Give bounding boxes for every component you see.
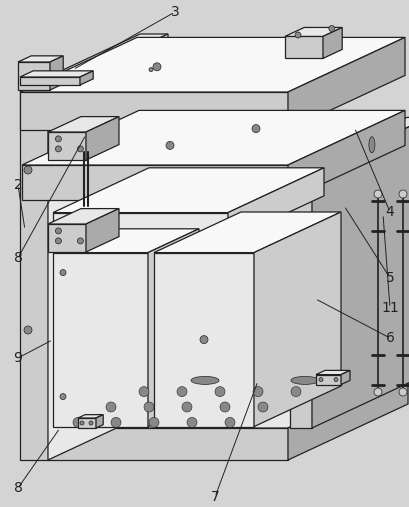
- Circle shape: [399, 190, 407, 198]
- Polygon shape: [18, 56, 63, 62]
- Polygon shape: [53, 252, 148, 426]
- Circle shape: [139, 387, 149, 396]
- Text: 2: 2: [13, 178, 22, 192]
- Circle shape: [399, 388, 407, 396]
- Polygon shape: [148, 229, 199, 426]
- Polygon shape: [20, 38, 405, 92]
- Circle shape: [60, 270, 66, 276]
- Polygon shape: [48, 372, 408, 428]
- Circle shape: [200, 336, 208, 344]
- Circle shape: [258, 402, 268, 412]
- Polygon shape: [20, 92, 288, 130]
- Polygon shape: [48, 117, 119, 132]
- Circle shape: [73, 417, 83, 427]
- Text: 4: 4: [386, 205, 394, 219]
- Polygon shape: [48, 224, 86, 252]
- Circle shape: [55, 228, 61, 234]
- Circle shape: [55, 238, 61, 244]
- Polygon shape: [290, 118, 409, 172]
- Circle shape: [374, 190, 382, 198]
- Circle shape: [77, 146, 83, 152]
- Circle shape: [288, 49, 296, 57]
- Circle shape: [55, 136, 61, 142]
- Polygon shape: [20, 71, 93, 77]
- Polygon shape: [53, 229, 199, 252]
- Ellipse shape: [369, 137, 375, 153]
- Polygon shape: [254, 212, 341, 426]
- Polygon shape: [50, 56, 63, 90]
- Text: 9: 9: [13, 351, 22, 365]
- Polygon shape: [78, 415, 103, 418]
- Circle shape: [166, 141, 174, 150]
- Circle shape: [291, 387, 301, 396]
- Circle shape: [225, 417, 235, 427]
- Polygon shape: [86, 208, 119, 252]
- Text: 7: 7: [211, 490, 219, 504]
- Circle shape: [24, 166, 32, 174]
- Text: 8: 8: [13, 251, 22, 265]
- Circle shape: [80, 421, 84, 425]
- Text: 8: 8: [13, 481, 22, 495]
- Circle shape: [220, 402, 230, 412]
- Polygon shape: [96, 415, 103, 428]
- Circle shape: [177, 387, 187, 396]
- Polygon shape: [154, 212, 341, 252]
- Polygon shape: [290, 172, 312, 428]
- Circle shape: [106, 402, 116, 412]
- Text: 11: 11: [381, 301, 399, 315]
- Circle shape: [329, 25, 335, 31]
- Polygon shape: [288, 111, 405, 200]
- Circle shape: [149, 67, 153, 71]
- Polygon shape: [323, 27, 342, 58]
- Circle shape: [252, 125, 260, 133]
- Circle shape: [187, 417, 197, 427]
- Polygon shape: [78, 418, 96, 428]
- Polygon shape: [20, 90, 48, 460]
- Polygon shape: [80, 71, 93, 85]
- Polygon shape: [48, 208, 119, 224]
- Polygon shape: [18, 62, 50, 90]
- Circle shape: [295, 32, 301, 38]
- Circle shape: [215, 387, 225, 396]
- Polygon shape: [22, 111, 405, 165]
- Ellipse shape: [191, 376, 219, 384]
- Circle shape: [374, 388, 382, 396]
- Circle shape: [153, 63, 161, 71]
- Circle shape: [182, 402, 192, 412]
- Ellipse shape: [291, 376, 319, 384]
- Polygon shape: [53, 168, 324, 212]
- Polygon shape: [228, 168, 324, 241]
- Polygon shape: [341, 371, 350, 385]
- Polygon shape: [285, 27, 342, 37]
- Circle shape: [77, 238, 83, 244]
- Circle shape: [149, 417, 159, 427]
- Circle shape: [89, 421, 93, 425]
- Polygon shape: [48, 34, 168, 460]
- Polygon shape: [48, 132, 86, 160]
- Circle shape: [253, 387, 263, 396]
- Polygon shape: [22, 165, 288, 200]
- Circle shape: [319, 378, 323, 382]
- Circle shape: [334, 378, 338, 382]
- Text: 6: 6: [386, 331, 394, 345]
- Polygon shape: [53, 212, 228, 241]
- Polygon shape: [154, 252, 254, 426]
- Polygon shape: [20, 34, 168, 90]
- Circle shape: [111, 417, 121, 427]
- Text: 3: 3: [171, 5, 180, 19]
- Polygon shape: [316, 371, 350, 375]
- Circle shape: [144, 402, 154, 412]
- Polygon shape: [86, 117, 119, 160]
- Polygon shape: [20, 77, 80, 85]
- Circle shape: [55, 146, 61, 152]
- Polygon shape: [316, 375, 341, 385]
- Polygon shape: [48, 428, 288, 460]
- Polygon shape: [312, 118, 409, 428]
- Text: 5: 5: [386, 271, 394, 285]
- Polygon shape: [288, 372, 408, 460]
- Circle shape: [24, 326, 32, 334]
- Polygon shape: [288, 38, 405, 130]
- Circle shape: [60, 393, 66, 400]
- Polygon shape: [285, 37, 323, 58]
